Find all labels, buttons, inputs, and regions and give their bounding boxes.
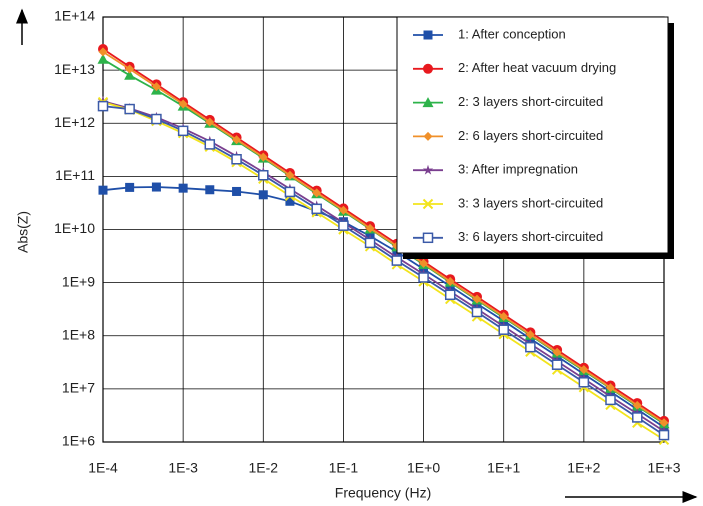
x-tick-label: 1E-4: [88, 460, 118, 476]
marker: [151, 82, 161, 92]
marker: [472, 294, 482, 304]
x-tick-label: 1E+1: [487, 460, 520, 476]
y-axis-label: Abs(Z): [15, 211, 31, 253]
legend-marker: [422, 164, 434, 175]
legend-box: [396, 16, 669, 254]
y-tick-label: 1E+11: [55, 167, 95, 183]
marker: [552, 347, 562, 357]
series-line: [102, 51, 665, 424]
marker: [498, 324, 509, 335]
marker: [177, 125, 189, 137]
marker: [578, 377, 590, 388]
marker: [525, 330, 535, 340]
marker: [125, 64, 135, 74]
x-tick-label: 1E-1: [329, 460, 359, 476]
marker: [205, 185, 215, 195]
legend-label: 2: 3 layers short-circuited: [458, 94, 603, 109]
y-tick-label: 1E+10: [54, 220, 95, 236]
marker: [499, 312, 509, 322]
marker: [285, 170, 295, 180]
legend-label: 1: After conception: [458, 26, 566, 41]
legend-label: 3: 6 layers short-circuited: [458, 229, 603, 244]
series: [97, 100, 670, 441]
marker: [338, 220, 349, 231]
marker: [125, 182, 135, 192]
legend: 1: After conception 2: After heat vacuum …: [396, 16, 674, 259]
legend-label: 2: After heat vacuum drying: [458, 60, 616, 75]
marker: [178, 183, 188, 193]
marker: [232, 135, 242, 145]
x-tick-label: 1E+2: [567, 460, 600, 476]
marker: [178, 99, 188, 109]
y-tick-label: 1E+9: [62, 273, 95, 289]
marker: [232, 186, 242, 196]
legend-marker: [422, 232, 434, 244]
y-tick-label: 1E+14: [54, 8, 95, 24]
series: [98, 47, 669, 428]
series-line: [102, 100, 665, 432]
legend-marker: [423, 30, 433, 40]
marker: [605, 383, 615, 393]
marker: [579, 365, 589, 375]
marker: [391, 255, 403, 266]
marker: [204, 139, 216, 150]
y-tick-label: 1E+6: [62, 433, 95, 449]
x-tick-label: 1E-3: [168, 460, 198, 476]
marker: [97, 53, 109, 64]
marker: [258, 169, 269, 181]
marker: [258, 190, 268, 200]
series-line: [102, 48, 665, 422]
marker: [151, 182, 161, 192]
marker: [659, 418, 669, 428]
marker: [124, 103, 135, 115]
legend-marker: [422, 97, 434, 108]
marker: [444, 289, 456, 301]
x-tick-label: 1E+3: [647, 460, 680, 476]
marker: [97, 100, 109, 112]
marker: [525, 341, 536, 353]
legend-marker: [423, 131, 433, 141]
marker: [285, 196, 295, 206]
marker: [418, 272, 429, 283]
x-tick-label: 1E-2: [248, 460, 278, 476]
legend-marker: [423, 63, 433, 74]
y-tick-label: 1E+12: [54, 114, 95, 130]
marker: [632, 400, 642, 410]
marker: [151, 113, 162, 125]
legend-label: 2: 6 layers short-circuited: [458, 128, 603, 143]
series-line: [102, 101, 665, 441]
marker: [419, 258, 429, 268]
marker: [311, 203, 322, 215]
marker: [605, 394, 616, 406]
marker: [364, 237, 376, 249]
marker: [205, 117, 215, 127]
marker: [312, 188, 322, 198]
marker: [284, 186, 296, 198]
legend-label: 3: After impregnation: [458, 162, 578, 177]
marker: [551, 359, 563, 370]
marker: [658, 429, 670, 441]
series-line: [102, 186, 665, 428]
legend-marker: [422, 198, 434, 210]
y-tick-label: 1E+13: [54, 61, 95, 77]
marker: [98, 185, 108, 195]
legend-label: 3: 3 layers short-circuited: [458, 195, 603, 210]
marker: [632, 412, 643, 423]
marker: [445, 276, 455, 286]
x-tick-label: 1E+0: [407, 460, 440, 476]
marker: [98, 47, 108, 57]
marker: [124, 69, 136, 80]
y-tick-label: 1E+8: [62, 326, 95, 342]
marker: [365, 223, 375, 233]
x-axis-label: Frequency (Hz): [335, 485, 431, 501]
series-line: [102, 105, 665, 436]
marker: [471, 306, 483, 318]
marker: [338, 205, 348, 215]
marker: [258, 152, 268, 162]
marker: [231, 154, 242, 165]
y-tick-label: 1E+7: [62, 380, 95, 396]
